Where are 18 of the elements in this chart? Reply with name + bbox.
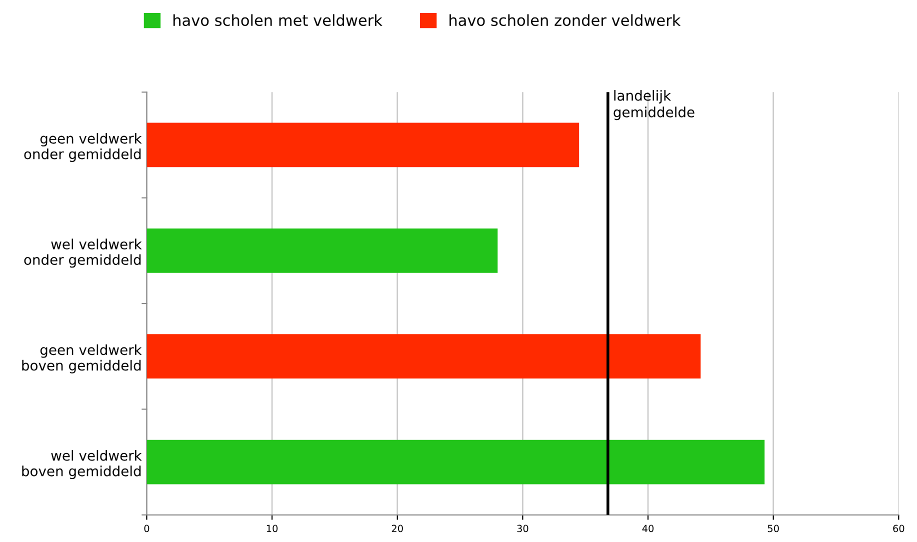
- x-tick-label: 50: [768, 524, 779, 532]
- y-tick-label: wel veldwerk onder gemiddeld: [24, 238, 142, 268]
- x-tick-label: 20: [392, 524, 403, 532]
- x-tick-label: 10: [266, 524, 278, 532]
- x-tick-label: 30: [517, 524, 528, 532]
- y-tick-label: geen veldwerk onder gemiddeld: [24, 132, 142, 162]
- y-tick-label: geen veldwerk boven gemiddeld: [22, 344, 142, 374]
- x-tick-label: 60: [893, 524, 904, 532]
- bar: [146, 122, 580, 168]
- legend-label: havo scholen zonder veldwerk: [450, 14, 681, 26]
- x-tick-label: 40: [642, 524, 654, 532]
- legend-label: havo scholen met veldwerk: [173, 14, 382, 26]
- bar: [146, 228, 498, 273]
- y-tick-label: wel veldwerk boven gemiddeld: [22, 450, 142, 480]
- ref-line-label: landelijk gemiddelde: [614, 90, 694, 120]
- bar: [146, 334, 701, 379]
- bar: [146, 440, 765, 484]
- x-tick-label: 0: [144, 524, 150, 532]
